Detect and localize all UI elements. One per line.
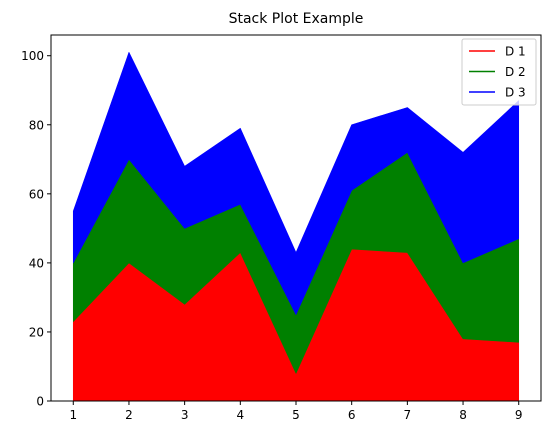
legend-box (461, 38, 537, 106)
legend-label-1: D 1 (505, 45, 526, 59)
y-tick-label: 40 (29, 256, 44, 270)
x-tick-label: 6 (348, 408, 356, 422)
y-tick-label: 20 (29, 325, 44, 339)
x-tick-label: 9 (515, 408, 523, 422)
chart-title: Stack Plot Example (229, 11, 364, 27)
x-axis: 1 2 3 4 5 6 7 8 9 (69, 401, 523, 422)
y-tick-label: 80 (29, 118, 44, 132)
x-tick-label: 8 (459, 408, 467, 422)
y-tick-label: 0 (36, 395, 44, 409)
x-tick-label: 4 (236, 408, 244, 422)
x-tick-label: 2 (125, 408, 133, 422)
area-series-3 (72, 51, 520, 315)
y-axis: 0 20 40 60 80 100 (21, 49, 51, 409)
x-tick-label: 3 (181, 408, 189, 422)
x-tick-label: 7 (404, 408, 412, 422)
y-tick-label: 60 (29, 187, 44, 201)
x-tick-label: 5 (292, 408, 300, 422)
x-tick-label: 1 (69, 408, 77, 422)
areas-layer (72, 51, 520, 402)
legend: D 1 D 2 D 3 (461, 38, 537, 106)
legend-label-3: D 3 (505, 86, 526, 100)
y-tick-label: 100 (21, 49, 44, 63)
legend-label-2: D 2 (505, 65, 526, 79)
